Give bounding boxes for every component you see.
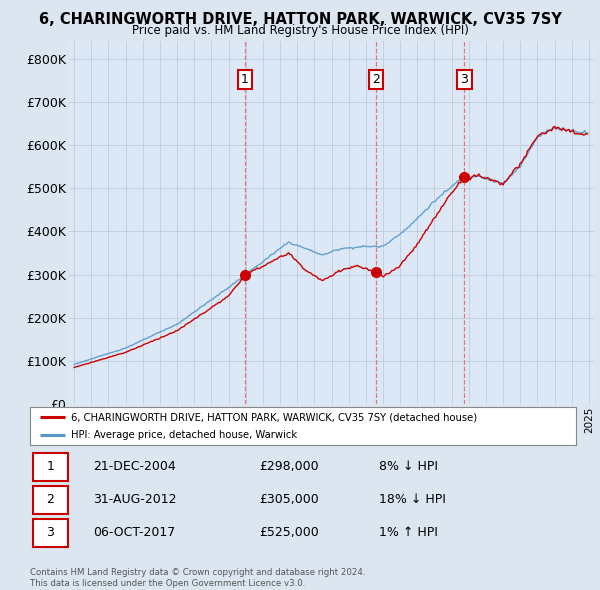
Text: £305,000: £305,000 bbox=[259, 493, 319, 506]
FancyBboxPatch shape bbox=[33, 453, 68, 481]
Text: 18% ↓ HPI: 18% ↓ HPI bbox=[379, 493, 446, 506]
Text: Contains HM Land Registry data © Crown copyright and database right 2024.
This d: Contains HM Land Registry data © Crown c… bbox=[30, 568, 365, 588]
Text: 1: 1 bbox=[47, 460, 55, 473]
Text: 1% ↑ HPI: 1% ↑ HPI bbox=[379, 526, 439, 539]
Text: £298,000: £298,000 bbox=[259, 460, 319, 473]
Text: £525,000: £525,000 bbox=[259, 526, 319, 539]
Text: HPI: Average price, detached house, Warwick: HPI: Average price, detached house, Warw… bbox=[71, 431, 297, 441]
Text: 21-DEC-2004: 21-DEC-2004 bbox=[93, 460, 176, 473]
Text: 6, CHARINGWORTH DRIVE, HATTON PARK, WARWICK, CV35 7SY (detached house): 6, CHARINGWORTH DRIVE, HATTON PARK, WARW… bbox=[71, 412, 477, 422]
Text: 8% ↓ HPI: 8% ↓ HPI bbox=[379, 460, 439, 473]
FancyBboxPatch shape bbox=[33, 486, 68, 514]
Text: 06-OCT-2017: 06-OCT-2017 bbox=[93, 526, 175, 539]
FancyBboxPatch shape bbox=[33, 519, 68, 547]
Text: 2: 2 bbox=[47, 493, 55, 506]
Text: Price paid vs. HM Land Registry's House Price Index (HPI): Price paid vs. HM Land Registry's House … bbox=[131, 24, 469, 37]
Text: 2: 2 bbox=[372, 73, 380, 86]
Text: 1: 1 bbox=[241, 73, 249, 86]
Text: 3: 3 bbox=[47, 526, 55, 539]
Text: 3: 3 bbox=[461, 73, 469, 86]
Text: 31-AUG-2012: 31-AUG-2012 bbox=[93, 493, 176, 506]
Text: 6, CHARINGWORTH DRIVE, HATTON PARK, WARWICK, CV35 7SY: 6, CHARINGWORTH DRIVE, HATTON PARK, WARW… bbox=[38, 12, 562, 27]
